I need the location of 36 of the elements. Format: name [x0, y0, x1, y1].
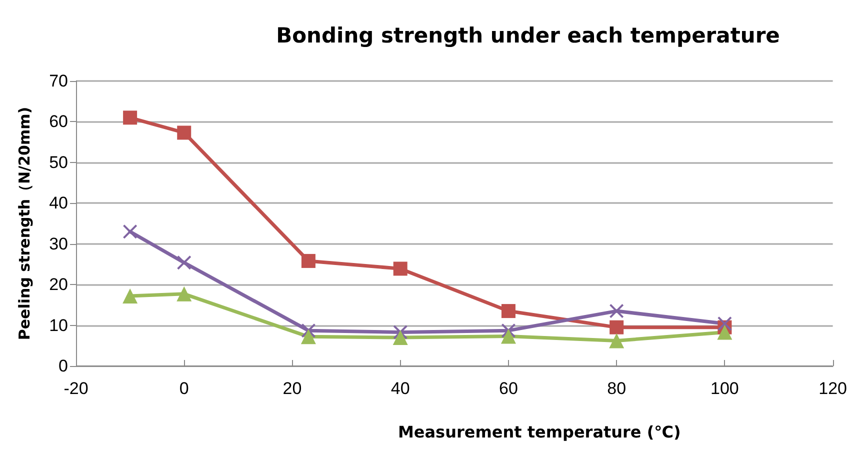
y-tick-label: 70 [49, 72, 68, 90]
x-tick-label: 40 [390, 379, 410, 398]
point [393, 262, 408, 276]
y-tick-label: 60 [49, 112, 68, 132]
x-tick-label: 100 [710, 379, 739, 398]
y-tick-label: 40 [49, 194, 68, 213]
x-tick-label: 60 [499, 379, 518, 398]
point [609, 333, 624, 348]
y-tick-label: 30 [49, 234, 68, 254]
point [177, 126, 192, 140]
y-axis-title: Peeling strength（N/20mm) [16, 106, 34, 340]
point [500, 328, 516, 344]
point [123, 110, 138, 125]
x-axis-title: Measurement temperature (℃) [398, 422, 681, 442]
x-tick-label: 80 [607, 379, 626, 398]
point [501, 304, 516, 318]
y-tick-label: 10 [49, 316, 68, 335]
point [301, 254, 316, 268]
point [177, 256, 192, 270]
point [122, 288, 138, 304]
point [717, 324, 732, 340]
point [392, 330, 408, 345]
point [300, 329, 316, 344]
y-tick-label: 20 [49, 275, 68, 294]
x-tick-label: 0 [179, 379, 189, 398]
point [610, 320, 624, 334]
y-tick-label: 50 [49, 152, 68, 172]
x-tick-label: 120 [818, 379, 848, 398]
point [123, 224, 138, 239]
y-tick-label: 0 [58, 356, 68, 376]
x-tick-label: -20 [64, 379, 88, 398]
point [718, 316, 732, 331]
point [176, 286, 192, 302]
x-tick-label: 20 [282, 379, 302, 398]
point [610, 304, 624, 318]
chart-title: Bonding strength under each temperature [276, 24, 780, 48]
